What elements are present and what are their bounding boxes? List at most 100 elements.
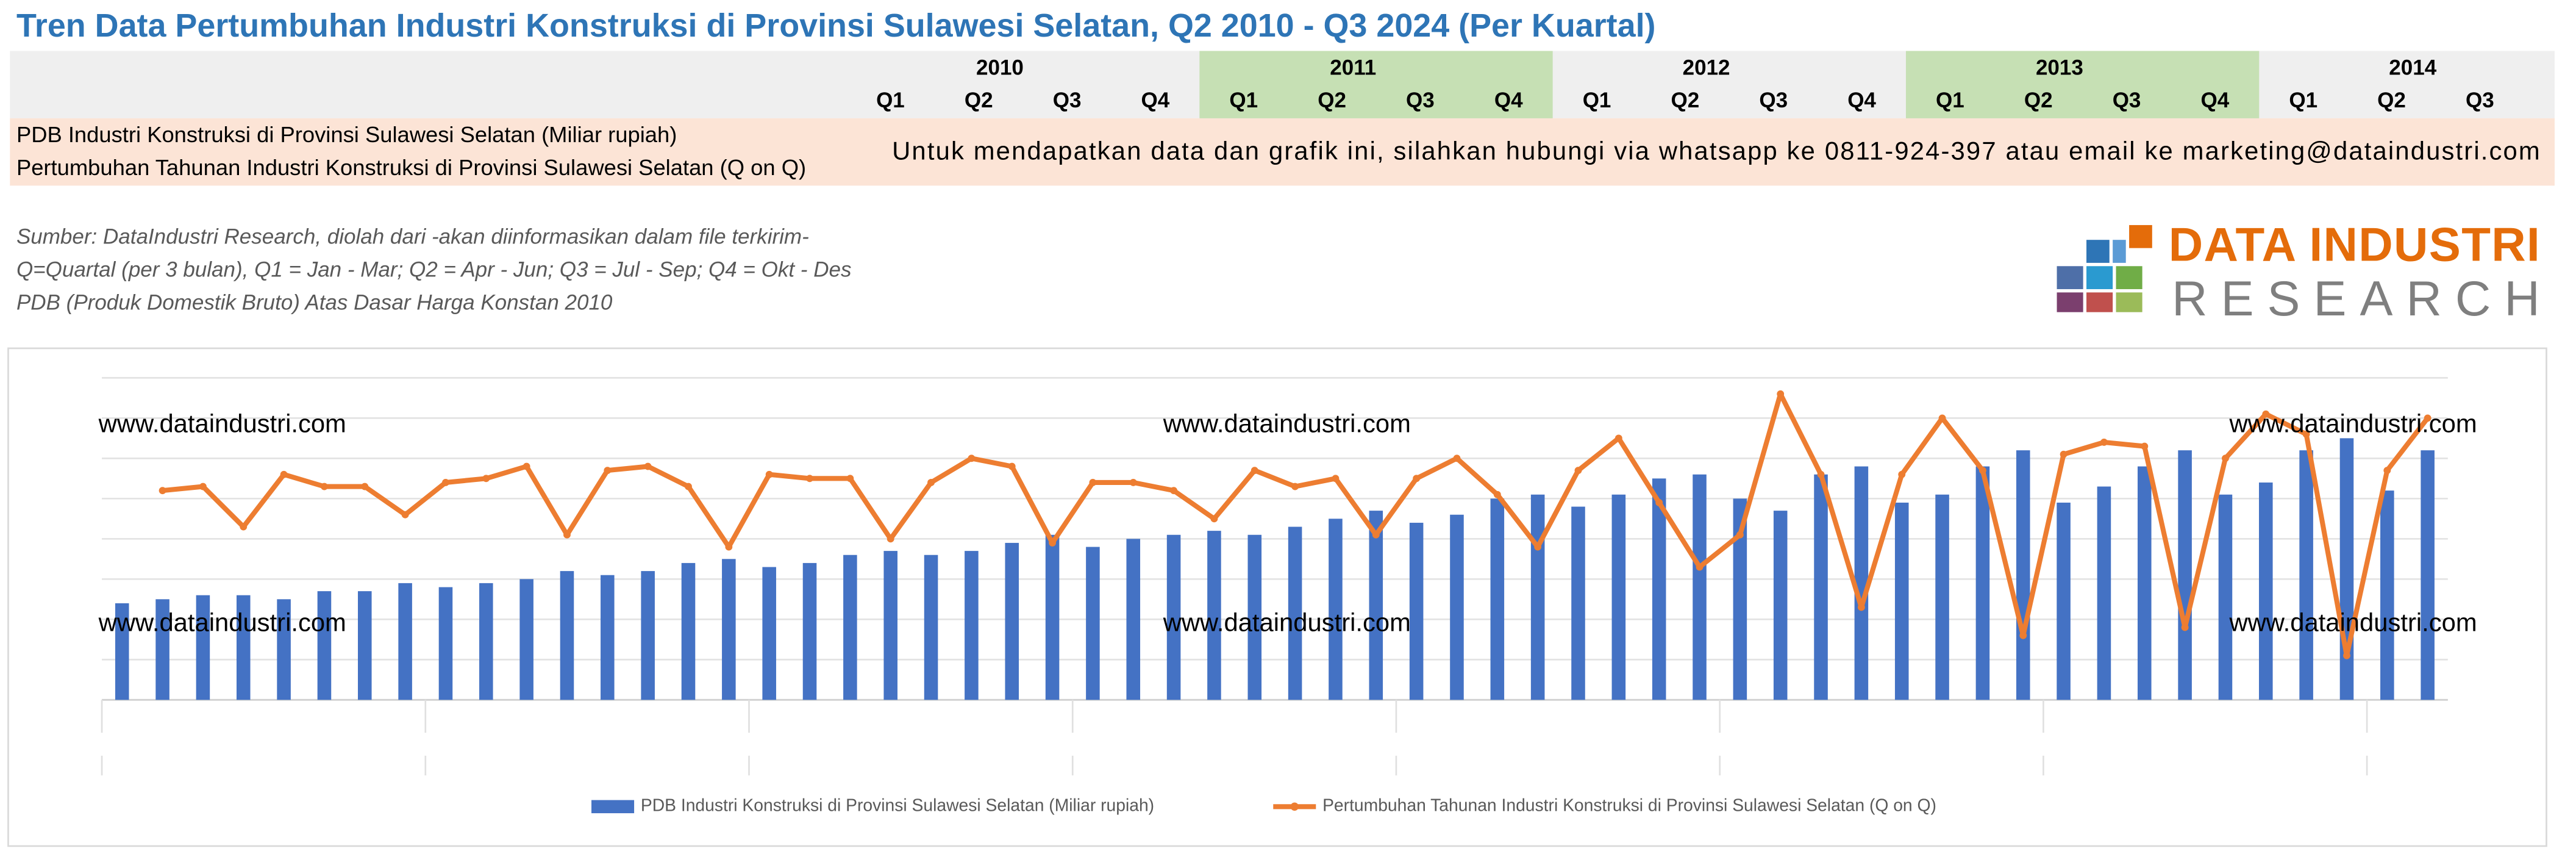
chart-frame bbox=[7, 347, 2547, 847]
line-marker bbox=[1049, 539, 1056, 547]
bar bbox=[398, 583, 412, 700]
notes: Sumber: DataIndustri Research, diolah da… bbox=[16, 225, 852, 315]
year-label: 2010 bbox=[976, 56, 1024, 79]
quarter-label: Q4 bbox=[1141, 88, 1170, 112]
line-marker bbox=[927, 479, 935, 486]
line-marker bbox=[1291, 483, 1299, 490]
row-label: PDB Industri Konstruksi di Provinsi Sula… bbox=[16, 122, 677, 147]
line-marker bbox=[361, 483, 369, 490]
line-marker bbox=[1170, 487, 1178, 495]
bar bbox=[1894, 502, 1909, 700]
line-marker bbox=[1089, 479, 1097, 486]
logo-square bbox=[2113, 240, 2126, 263]
bar bbox=[641, 571, 655, 700]
bar bbox=[560, 571, 574, 700]
line-marker bbox=[806, 475, 813, 483]
bar bbox=[762, 567, 776, 700]
quarter-label: Q1 bbox=[1936, 88, 1964, 112]
bar bbox=[1733, 498, 1747, 700]
line-marker bbox=[442, 479, 449, 486]
line-marker bbox=[1655, 499, 1663, 506]
bar bbox=[2178, 450, 2192, 700]
line-marker bbox=[604, 467, 612, 475]
legend-label: PDB Industri Konstruksi di Provinsi Sula… bbox=[641, 795, 1154, 815]
line-marker bbox=[725, 543, 733, 551]
line-marker bbox=[321, 483, 328, 490]
year-highlight bbox=[1199, 51, 1553, 118]
line-marker bbox=[2302, 430, 2310, 438]
line-marker bbox=[1898, 470, 1906, 478]
quarter-label: Q1 bbox=[1229, 88, 1258, 112]
bar bbox=[1005, 542, 1019, 700]
bar bbox=[519, 579, 533, 700]
line-marker bbox=[199, 483, 207, 490]
logo-square bbox=[2057, 292, 2083, 312]
line-marker bbox=[2100, 439, 2108, 446]
bar bbox=[1854, 466, 1869, 700]
line-marker bbox=[1251, 467, 1258, 475]
year-label: 2013 bbox=[2036, 56, 2083, 79]
bar bbox=[277, 599, 291, 700]
watermark: www.dataindustri.com bbox=[98, 608, 346, 636]
bar bbox=[2097, 486, 2111, 700]
line-marker bbox=[159, 487, 166, 495]
line-marker bbox=[887, 535, 894, 543]
year-label: 2011 bbox=[1330, 56, 1376, 79]
bar bbox=[1652, 478, 1666, 700]
legend-swatch bbox=[1290, 802, 1299, 811]
logo-square bbox=[2116, 292, 2143, 312]
notice: Untuk mendapatkan data dan grafik ini, s… bbox=[892, 136, 2540, 165]
bar bbox=[843, 555, 857, 700]
watermark: www.dataindustri.com bbox=[2228, 608, 2477, 636]
line-marker bbox=[2019, 631, 2027, 639]
note: PDB (Produk Domestik Bruto) Atas Dasar H… bbox=[16, 290, 613, 314]
line-marker bbox=[1938, 414, 1946, 422]
line-marker bbox=[644, 462, 652, 470]
watermark: www.dataindustri.com bbox=[98, 409, 346, 438]
bar bbox=[1814, 474, 1828, 700]
bar bbox=[1450, 514, 1464, 700]
quarter-label: Q3 bbox=[2466, 88, 2494, 112]
logo-square bbox=[2129, 224, 2152, 248]
bar bbox=[317, 591, 332, 700]
line-marker bbox=[1736, 531, 1744, 539]
quarter-label: Q1 bbox=[1583, 88, 1611, 112]
line-marker bbox=[482, 475, 490, 483]
quarter-label: Q3 bbox=[1406, 88, 1435, 112]
quarter-label: Q2 bbox=[1318, 88, 1346, 112]
legend-label: Pertumbuhan Tahunan Industri Konstruksi … bbox=[1322, 795, 1936, 815]
bar bbox=[1490, 498, 1505, 700]
bar bbox=[601, 575, 615, 700]
line-marker bbox=[1777, 390, 1785, 398]
line-marker bbox=[2262, 410, 2270, 418]
bar bbox=[722, 559, 736, 700]
line-marker bbox=[1129, 479, 1137, 486]
logo-square bbox=[2086, 266, 2113, 289]
line-marker bbox=[401, 511, 409, 519]
bar bbox=[2016, 450, 2030, 700]
bar bbox=[1693, 474, 1707, 700]
bar bbox=[681, 562, 696, 700]
line-marker bbox=[2343, 652, 2350, 659]
legend-swatch bbox=[591, 800, 635, 814]
line-marker bbox=[1614, 434, 1622, 442]
page-title: Tren Data Pertumbuhan Industri Konstruks… bbox=[16, 7, 1656, 44]
watermark: www.dataindustri.com bbox=[1163, 409, 1411, 438]
bar bbox=[1369, 511, 1383, 700]
bar bbox=[2218, 494, 2233, 700]
bar bbox=[1247, 534, 1262, 700]
line-marker bbox=[1493, 490, 1501, 498]
logo-square bbox=[2086, 292, 2113, 312]
bar bbox=[2421, 450, 2435, 700]
note: Sumber: DataIndustri Research, diolah da… bbox=[16, 225, 809, 249]
quarter-label: Q2 bbox=[1671, 88, 1700, 112]
line-marker bbox=[1574, 467, 1582, 475]
notice-band bbox=[882, 128, 2555, 178]
bar bbox=[1329, 519, 1343, 700]
data-table: 2010 Q1 Q2 Q3 Q4 2011 Q1 Q2 Q3 Q4 2012 Q1 Q2 Q3 Q4 2013… bbox=[10, 51, 2555, 186]
year-label: 2012 bbox=[1683, 56, 1730, 79]
bar bbox=[2339, 438, 2354, 700]
line-marker bbox=[2060, 450, 2068, 458]
bar bbox=[2137, 466, 2152, 700]
